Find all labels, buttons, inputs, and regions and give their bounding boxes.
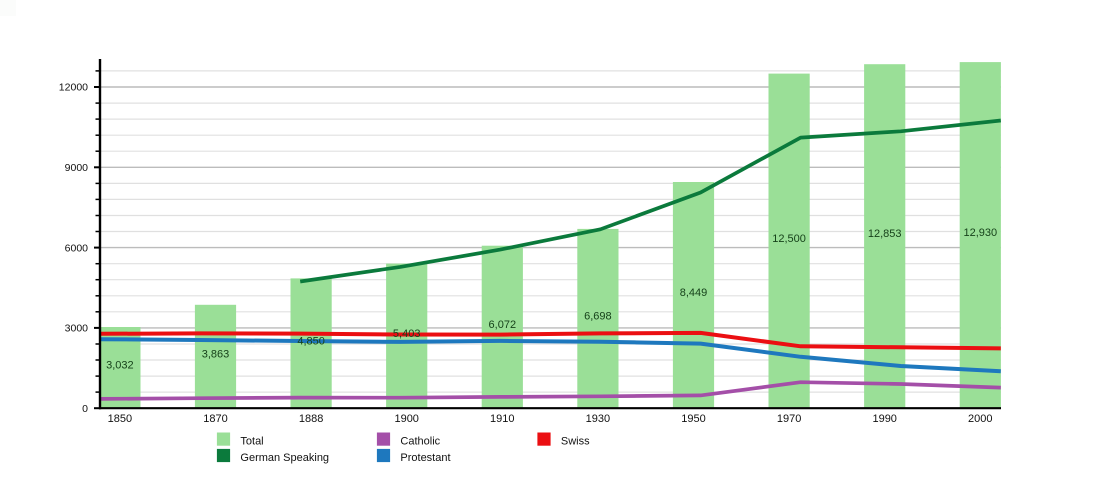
svg-text:9000: 9000 (65, 162, 89, 174)
svg-text:3000: 3000 (65, 323, 89, 335)
svg-text:6000: 6000 (65, 242, 89, 254)
svg-text:1970: 1970 (777, 413, 801, 425)
svg-text:1870: 1870 (203, 413, 227, 425)
svg-text:2000: 2000 (968, 413, 992, 425)
svg-text:1990: 1990 (872, 413, 896, 425)
svg-text:Total: Total (240, 436, 263, 448)
svg-text:3,863: 3,863 (202, 349, 230, 361)
svg-text:8,449: 8,449 (680, 287, 708, 299)
svg-text:1910: 1910 (490, 413, 514, 425)
svg-text:0: 0 (82, 403, 88, 415)
svg-text:1900: 1900 (394, 413, 418, 425)
svg-text:German Speaking: German Speaking (240, 452, 329, 464)
svg-text:12,930: 12,930 (963, 227, 997, 239)
svg-text:Swiss: Swiss (561, 436, 590, 448)
svg-text:Protestant: Protestant (400, 452, 450, 464)
svg-text:1950: 1950 (681, 413, 705, 425)
svg-text:5,403: 5,403 (393, 328, 421, 340)
svg-text:Catholic: Catholic (400, 436, 440, 448)
svg-text:12000: 12000 (59, 82, 88, 94)
svg-text:6,072: 6,072 (489, 319, 517, 331)
svg-text:4,850: 4,850 (297, 335, 325, 347)
svg-text:1930: 1930 (586, 413, 610, 425)
svg-text:12,500: 12,500 (772, 233, 806, 245)
svg-text:6,698: 6,698 (584, 311, 612, 323)
svg-text:12,853: 12,853 (868, 228, 902, 240)
svg-text:1888: 1888 (299, 413, 323, 425)
svg-text:1850: 1850 (108, 413, 132, 425)
svg-text:3,032: 3,032 (106, 360, 134, 372)
